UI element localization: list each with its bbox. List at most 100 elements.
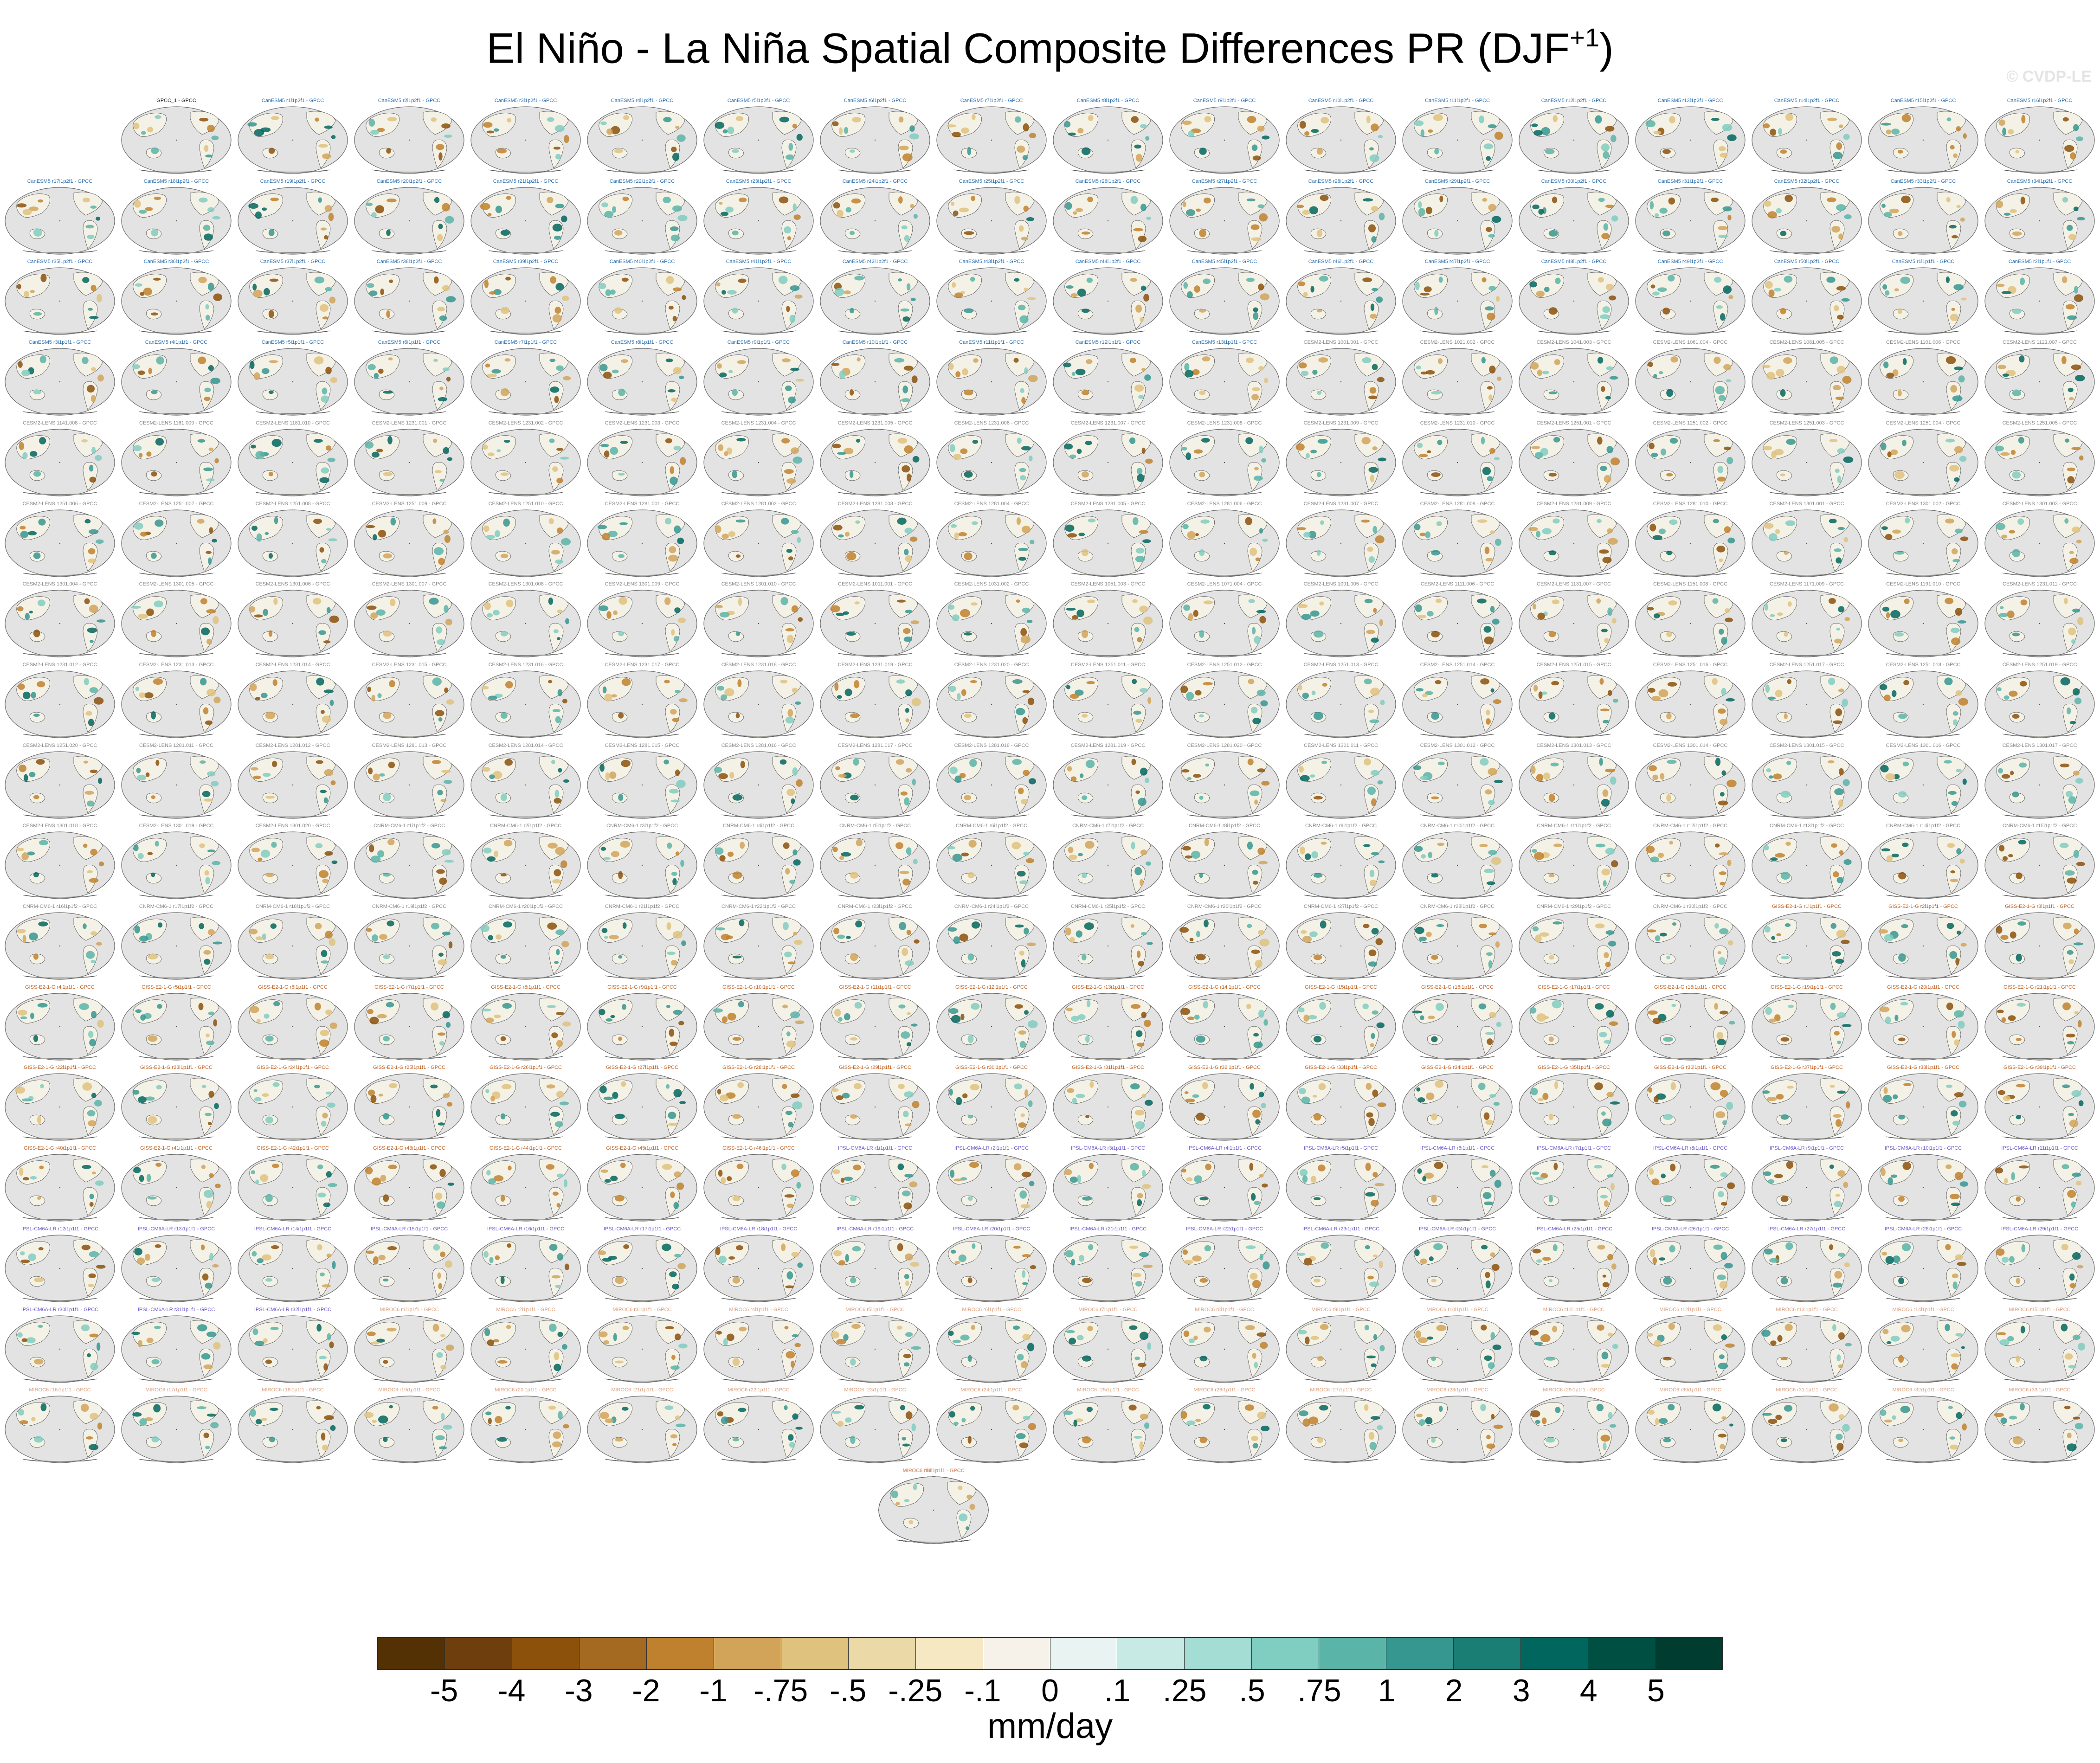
- anomaly-patch: [1771, 936, 1776, 940]
- anomaly-patch: [548, 680, 553, 683]
- anomaly-patch: [850, 389, 854, 396]
- map-panel-label: CanESM5 r49i1p2f1 - GPCC: [1657, 259, 1723, 264]
- world-map-svg: [1868, 831, 1978, 899]
- anomaly-patch: [372, 934, 379, 942]
- south-america-landmass: [199, 703, 214, 733]
- antarctica-landmass: [1070, 1056, 1146, 1060]
- anomaly-patch: [1367, 786, 1376, 795]
- center-marker: [175, 1026, 177, 1028]
- anomaly-patch: [1552, 1000, 1562, 1009]
- anomaly-patch: [1885, 290, 1890, 296]
- anomaly-patch: [388, 1165, 397, 1170]
- anomaly-patch: [33, 872, 39, 878]
- center-marker: [1806, 462, 1808, 463]
- anomaly-patch: [320, 1029, 329, 1036]
- anomaly-patch: [1477, 519, 1488, 523]
- anomaly-patch: [1487, 476, 1493, 482]
- anomaly-patch: [1710, 1082, 1721, 1091]
- anomaly-patch: [2068, 397, 2074, 400]
- anomaly-patch: [548, 518, 554, 524]
- antarctica-landmass: [1886, 814, 1961, 818]
- anomaly-patch: [21, 369, 30, 377]
- south-america-landmass: [199, 300, 214, 329]
- anomaly-patch: [1670, 1164, 1676, 1171]
- antarctica-landmass: [954, 1056, 1029, 1060]
- anomaly-patch: [896, 679, 905, 684]
- anomaly-patch: [565, 618, 569, 624]
- anomaly-patch: [1836, 142, 1842, 150]
- anomaly-patch: [1785, 520, 1796, 526]
- center-marker: [758, 1187, 760, 1189]
- center-marker: [2039, 703, 2041, 705]
- map-panel-label: CanESM5 r13i1p2f1 - GPCC: [1657, 98, 1723, 103]
- anomaly-patch: [798, 617, 803, 622]
- anomaly-patch: [483, 847, 492, 854]
- anomaly-patch: [1300, 775, 1310, 782]
- anomaly-patch: [906, 847, 912, 855]
- anomaly-patch: [203, 1190, 214, 1198]
- anomaly-patch: [721, 1177, 726, 1184]
- world-map-svg: [1402, 509, 1513, 577]
- anomaly-patch: [213, 696, 221, 704]
- anomaly-patch: [1300, 1169, 1308, 1177]
- anomaly-patch: [613, 610, 618, 616]
- antarctica-landmass: [488, 250, 563, 254]
- anomaly-patch: [1085, 359, 1093, 364]
- anomaly-patch: [674, 1171, 682, 1177]
- world-map-svg: [121, 670, 232, 738]
- anomaly-patch: [1482, 1192, 1492, 1199]
- anomaly-patch: [1181, 446, 1187, 451]
- anomaly-patch: [1438, 277, 1443, 283]
- anomaly-patch: [1727, 134, 1737, 142]
- center-marker: [874, 1026, 876, 1028]
- anomaly-patch: [1954, 446, 1963, 453]
- anomaly-patch: [1485, 1032, 1495, 1035]
- anomaly-patch: [1954, 1092, 1964, 1097]
- anomaly-patch: [37, 599, 45, 606]
- map-panel-label: CESM2-LENS 1131.007 - GPCC: [1537, 581, 1611, 587]
- world-map-svg: [121, 751, 232, 819]
- anomaly-patch: [1832, 720, 1842, 724]
- anomaly-patch: [1898, 1114, 1905, 1120]
- center-marker: [1224, 864, 1225, 866]
- map-panel: CESM2-LENS 1101.006 - GPCC: [1866, 339, 1980, 419]
- anomaly-patch: [910, 297, 916, 302]
- anomaly-patch: [2067, 467, 2075, 471]
- anomaly-patch: [367, 605, 377, 610]
- anomaly-patch: [207, 1122, 212, 1126]
- center-marker: [1340, 864, 1342, 866]
- anomaly-patch: [1764, 200, 1771, 207]
- anomaly-patch: [206, 1040, 215, 1045]
- anomaly-patch: [1024, 1089, 1029, 1097]
- antarctica-landmass: [22, 1056, 97, 1060]
- anomaly-patch: [1780, 389, 1786, 397]
- anomaly-patch: [1952, 1030, 1956, 1038]
- anomaly-patch: [325, 367, 332, 374]
- world-map-svg: [1519, 429, 1629, 496]
- center-marker: [175, 1187, 177, 1189]
- south-america-landmass: [1131, 300, 1146, 329]
- center-marker: [1224, 139, 1225, 141]
- south-america-landmass: [1364, 139, 1379, 168]
- anomaly-patch: [1956, 848, 1962, 855]
- anomaly-patch: [371, 451, 380, 458]
- anomaly-patch: [323, 640, 331, 643]
- center-marker: [1573, 300, 1575, 302]
- map-panel: CanESM5 r1i1p1f1 - GPCC: [1866, 258, 1980, 338]
- center-marker: [1922, 462, 1924, 463]
- south-america-landmass: [1014, 220, 1030, 249]
- anomaly-patch: [556, 527, 563, 534]
- anomaly-patch: [148, 367, 152, 374]
- antarctica-landmass: [255, 734, 330, 737]
- center-marker: [758, 381, 760, 383]
- anomaly-patch: [205, 877, 210, 885]
- anomaly-patch: [1481, 357, 1486, 364]
- map-panel-label: CESM2-LENS 1231.014 - GPCC: [255, 662, 330, 668]
- anomaly-patch: [206, 551, 212, 554]
- north-america-landmass: [1704, 433, 1733, 457]
- anomaly-patch: [1087, 196, 1093, 202]
- anomaly-patch: [949, 444, 955, 452]
- map-panel: CanESM5 r46i1p2f1 - GPCC: [1284, 258, 1398, 338]
- anomaly-patch: [610, 447, 618, 455]
- anomaly-patch: [1026, 620, 1033, 623]
